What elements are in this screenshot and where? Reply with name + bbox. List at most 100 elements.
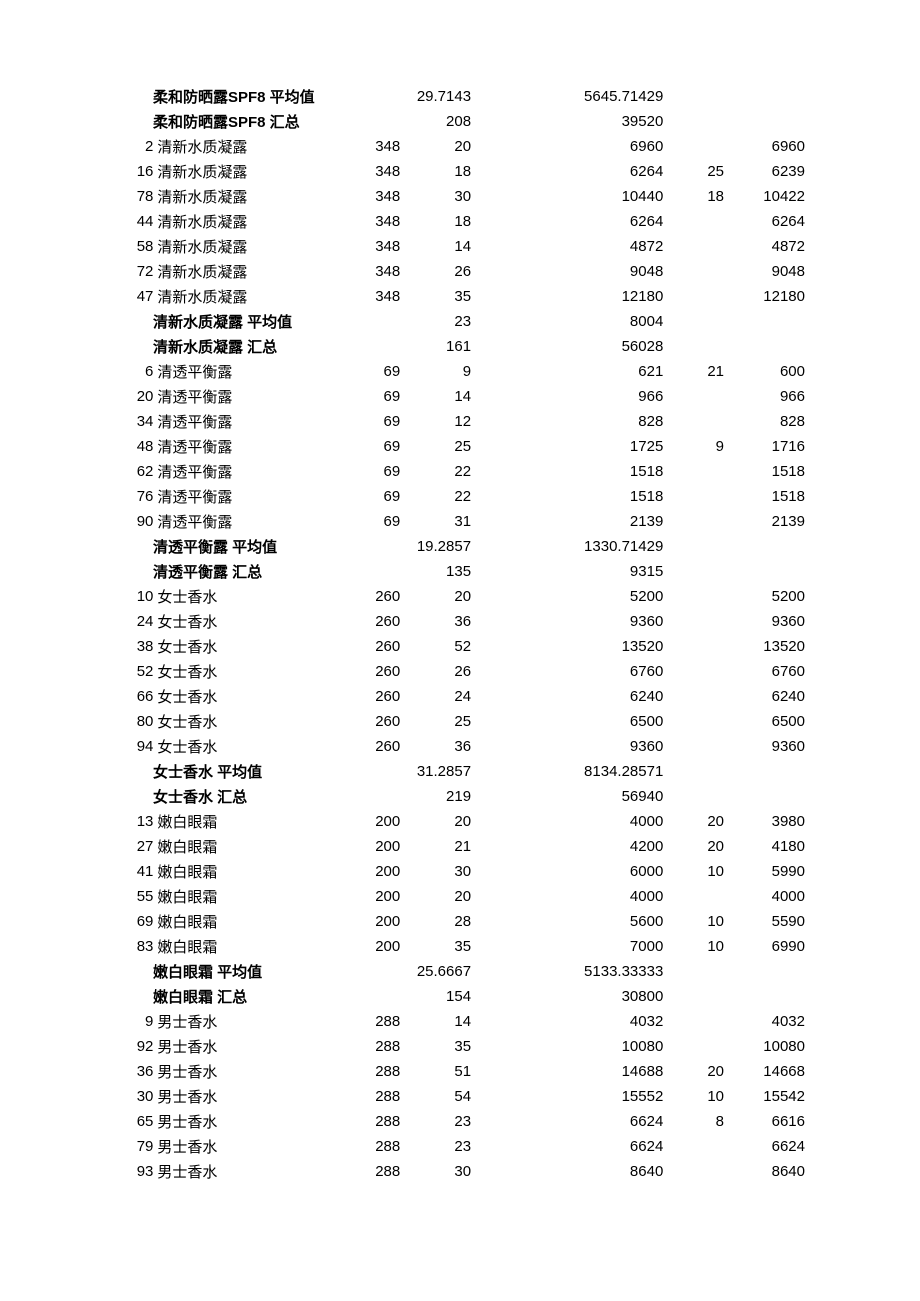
cell-a: 200: [340, 834, 401, 859]
cell-b: 20: [400, 809, 471, 834]
cell-id: 78: [125, 184, 157, 209]
cell-d: [663, 209, 724, 234]
cell-d: [663, 409, 724, 434]
cell-b: 14: [400, 234, 471, 259]
cell-b: 135: [400, 559, 471, 584]
cell-b: 19.2857: [400, 534, 471, 559]
cell-e: [724, 84, 805, 109]
cell-c: 30800: [471, 984, 663, 1009]
cell-e: 1716: [724, 434, 805, 459]
cell-a: 288: [340, 1084, 401, 1109]
data-row: 80女士香水2602565006500: [125, 709, 805, 734]
cell-c: 4000: [471, 884, 663, 909]
cell-e: 5990: [724, 859, 805, 884]
cell-d: [663, 659, 724, 684]
cell-e: 13520: [724, 634, 805, 659]
cell-name: 清透平衡露: [157, 459, 339, 484]
cell-b: 25: [400, 709, 471, 734]
cell-a: 260: [340, 584, 401, 609]
cell-b: 30: [400, 184, 471, 209]
cell-e: 6760: [724, 659, 805, 684]
summary-row: 清透平衡露 平均值19.28571330.71429: [125, 534, 805, 559]
cell-a: 200: [340, 884, 401, 909]
cell-c: 14688: [471, 1059, 663, 1084]
cell-e: 1518: [724, 484, 805, 509]
cell-c: 5645.71429: [471, 84, 663, 109]
cell-c: 6240: [471, 684, 663, 709]
data-row: 13嫩白眼霜200204000203980: [125, 809, 805, 834]
cell-e: [724, 109, 805, 134]
cell-b: 21: [400, 834, 471, 859]
cell-a: 348: [340, 259, 401, 284]
data-row: 69嫩白眼霜200285600105590: [125, 909, 805, 934]
cell-name: 女士香水: [157, 684, 339, 709]
cell-d: [663, 1009, 724, 1034]
data-row: 76清透平衡露692215181518: [125, 484, 805, 509]
data-row: 27嫩白眼霜200214200204180: [125, 834, 805, 859]
cell-a: [340, 784, 401, 809]
cell-d: 10: [663, 934, 724, 959]
cell-e: 9048: [724, 259, 805, 284]
cell-b: 29.7143: [400, 84, 471, 109]
cell-e: 4000: [724, 884, 805, 909]
data-row: 72清新水质凝露3482690489048: [125, 259, 805, 284]
cell-a: 260: [340, 634, 401, 659]
cell-id: 2: [125, 134, 157, 159]
cell-id: 83: [125, 934, 157, 959]
cell-a: [340, 109, 401, 134]
cell-e: 5590: [724, 909, 805, 934]
cell-e: 5200: [724, 584, 805, 609]
cell-d: [663, 109, 724, 134]
cell-a: 348: [340, 134, 401, 159]
data-row: 30男士香水28854155521015542: [125, 1084, 805, 1109]
cell-a: 348: [340, 184, 401, 209]
cell-d: [663, 234, 724, 259]
data-row: 41嫩白眼霜200306000105990: [125, 859, 805, 884]
cell-a: 69: [340, 409, 401, 434]
data-row: 52女士香水2602667606760: [125, 659, 805, 684]
cell-c: 15552: [471, 1084, 663, 1109]
cell-id: 90: [125, 509, 157, 534]
cell-a: 288: [340, 1134, 401, 1159]
cell-b: 25: [400, 434, 471, 459]
cell-a: 260: [340, 609, 401, 634]
data-row: 44清新水质凝露3481862646264: [125, 209, 805, 234]
cell-name: 清透平衡露: [157, 434, 339, 459]
data-row: 10女士香水2602052005200: [125, 584, 805, 609]
cell-d: [663, 709, 724, 734]
cell-c: 7000: [471, 934, 663, 959]
data-row: 92男士香水288351008010080: [125, 1034, 805, 1059]
cell-name: 清透平衡露: [157, 484, 339, 509]
cell-e: 9360: [724, 609, 805, 634]
cell-b: 14: [400, 1009, 471, 1034]
cell-a: 260: [340, 709, 401, 734]
cell-id: 93: [125, 1159, 157, 1184]
cell-e: 10080: [724, 1034, 805, 1059]
cell-c: 1725: [471, 434, 663, 459]
cell-id: 94: [125, 734, 157, 759]
data-row: 65男士香水28823662486616: [125, 1109, 805, 1134]
cell-d: [663, 1034, 724, 1059]
cell-d: 10: [663, 909, 724, 934]
cell-id: 65: [125, 1109, 157, 1134]
cell-id: 55: [125, 884, 157, 909]
cell-d: 18: [663, 184, 724, 209]
cell-e: [724, 759, 805, 784]
cell-a: 260: [340, 734, 401, 759]
cell-b: 30: [400, 859, 471, 884]
cell-c: 6500: [471, 709, 663, 734]
cell-name: 男士香水: [157, 1084, 339, 1109]
cell-a: 348: [340, 284, 401, 309]
cell-name: 嫩白眼霜: [157, 934, 339, 959]
cell-e: [724, 984, 805, 1009]
cell-d: [663, 134, 724, 159]
data-row: 38女士香水260521352013520: [125, 634, 805, 659]
cell-id: 38: [125, 634, 157, 659]
cell-e: 15542: [724, 1084, 805, 1109]
cell-name: 嫩白眼霜: [157, 859, 339, 884]
data-row: 79男士香水2882366246624: [125, 1134, 805, 1159]
cell-name: 男士香水: [157, 1059, 339, 1084]
summary-row: 嫩白眼霜 汇总15430800: [125, 984, 805, 1009]
cell-d: [663, 884, 724, 909]
data-row: 16清新水质凝露348186264256239: [125, 159, 805, 184]
